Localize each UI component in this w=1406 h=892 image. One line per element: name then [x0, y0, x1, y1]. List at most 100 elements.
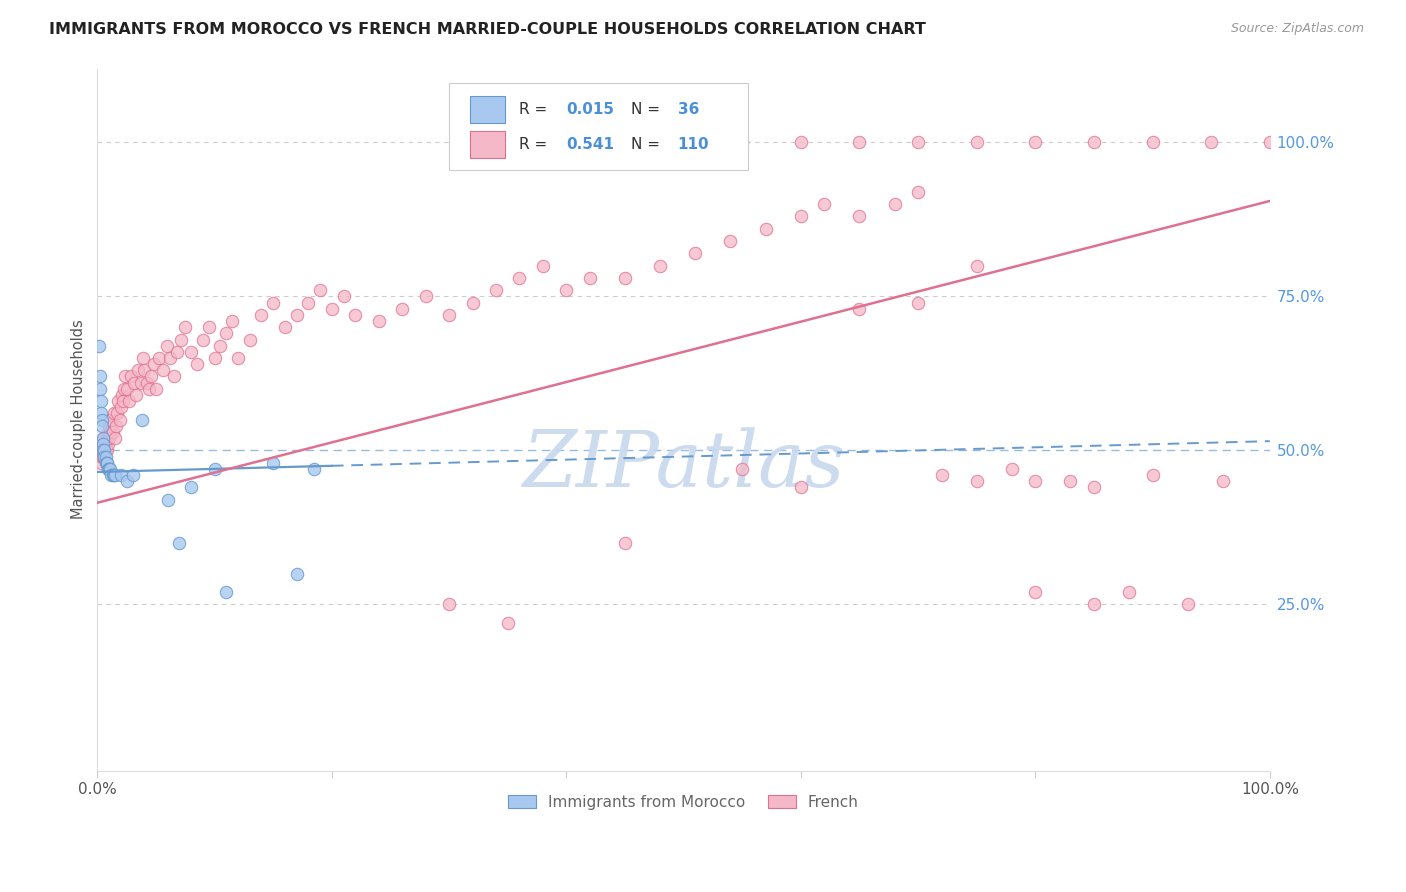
Point [103, 468, 125, 483]
Point [93, 450, 115, 464]
Point [91, 431, 114, 445]
Point [125, 388, 148, 402]
Point [98, 431, 121, 445]
Point [204, 351, 226, 365]
Point [1083, 136, 1105, 150]
Point [285, 308, 308, 322]
Point [156, 492, 179, 507]
Point [97, 425, 120, 439]
Point [94, 443, 117, 458]
Point [100, 412, 122, 426]
Point [731, 462, 754, 476]
Text: 0.015: 0.015 [567, 102, 614, 117]
Point [169, 536, 191, 550]
Point [813, 197, 835, 211]
Point [110, 401, 132, 415]
Point [169, 333, 191, 347]
Point [142, 357, 165, 371]
Point [250, 308, 273, 322]
Point [883, 197, 905, 211]
Point [145, 382, 167, 396]
Point [485, 283, 508, 297]
Point [174, 320, 197, 334]
Point [148, 351, 170, 365]
Point [132, 351, 155, 365]
Point [790, 480, 813, 494]
Point [91, 450, 114, 464]
Text: Source: ZipAtlas.com: Source: ZipAtlas.com [1230, 22, 1364, 36]
Point [180, 480, 202, 494]
Point [613, 271, 636, 285]
Point [209, 339, 232, 353]
Point [152, 363, 174, 377]
Point [239, 333, 262, 347]
Bar [470, 131, 505, 158]
Point [907, 185, 929, 199]
Point [100, 468, 122, 483]
Point [555, 283, 578, 297]
Point [135, 376, 157, 390]
Point [285, 566, 308, 581]
Point [90, 407, 112, 421]
Point [1083, 480, 1105, 494]
Point [309, 283, 332, 297]
Point [966, 136, 988, 150]
Point [262, 295, 284, 310]
Point [93, 443, 115, 458]
Point [966, 259, 988, 273]
Point [91, 450, 114, 464]
Point [578, 271, 600, 285]
Point [262, 456, 284, 470]
Point [108, 412, 131, 426]
Point [98, 462, 121, 476]
Point [367, 314, 389, 328]
Point [98, 412, 121, 426]
Point [97, 462, 120, 476]
Point [115, 382, 138, 396]
Point [90, 394, 112, 409]
Point [274, 320, 297, 334]
Legend: Immigrants from Morocco, French: Immigrants from Morocco, French [502, 789, 865, 815]
Point [1142, 468, 1164, 483]
Point [848, 210, 870, 224]
Point [180, 344, 202, 359]
Point [166, 344, 188, 359]
Point [215, 585, 238, 599]
Point [191, 333, 214, 347]
Point [197, 320, 219, 334]
Point [321, 301, 343, 316]
Point [931, 468, 953, 483]
Point [215, 326, 238, 341]
Point [1177, 598, 1199, 612]
Point [110, 468, 132, 483]
Point [98, 462, 121, 476]
Point [96, 443, 118, 458]
Point [129, 376, 152, 390]
Point [186, 357, 208, 371]
Point [111, 388, 134, 402]
Point [96, 456, 118, 470]
Point [131, 412, 153, 426]
Point [96, 456, 118, 470]
Point [134, 363, 156, 377]
Point [391, 301, 413, 316]
Point [966, 474, 988, 488]
Point [907, 136, 929, 150]
Point [155, 339, 177, 353]
Point [848, 136, 870, 150]
Point [1059, 474, 1081, 488]
Y-axis label: Married-couple Households: Married-couple Households [72, 319, 86, 519]
Point [105, 407, 128, 421]
Point [1001, 462, 1024, 476]
Point [105, 418, 128, 433]
Point [415, 289, 437, 303]
Point [461, 295, 484, 310]
Point [1024, 136, 1046, 150]
Point [790, 136, 813, 150]
Point [97, 437, 120, 451]
Point [98, 418, 121, 433]
Point [104, 431, 127, 445]
Bar [470, 96, 505, 122]
Point [112, 382, 135, 396]
Text: IMMIGRANTS FROM MOROCCO VS FRENCH MARRIED-COUPLE HOUSEHOLDS CORRELATION CHART: IMMIGRANTS FROM MOROCCO VS FRENCH MARRIE… [49, 22, 927, 37]
